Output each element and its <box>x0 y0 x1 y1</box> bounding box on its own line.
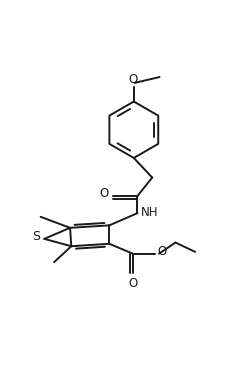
Text: O: O <box>128 73 137 86</box>
Text: O: O <box>128 277 137 290</box>
Text: NH: NH <box>141 206 159 219</box>
Text: S: S <box>32 230 40 243</box>
Text: O: O <box>99 187 109 200</box>
Text: O: O <box>157 245 167 258</box>
